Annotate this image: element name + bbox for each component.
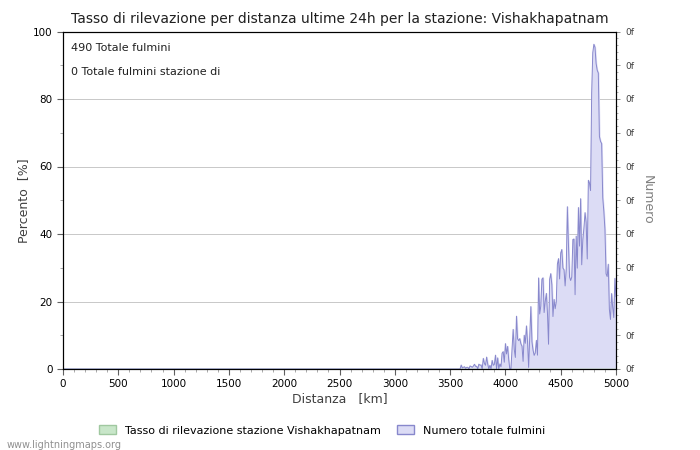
Y-axis label: Numero: Numero [640,176,654,225]
Title: Tasso di rilevazione per distanza ultime 24h per la stazione: Vishakhapatnam: Tasso di rilevazione per distanza ultime… [71,12,608,26]
Text: www.lightningmaps.org: www.lightningmaps.org [7,440,122,450]
Text: 490 Totale fulmini: 490 Totale fulmini [71,43,171,53]
X-axis label: Distanza   [km]: Distanza [km] [292,392,387,405]
Y-axis label: Percento  [%]: Percento [%] [18,158,30,243]
Text: 0 Totale fulmini stazione di: 0 Totale fulmini stazione di [71,67,220,77]
Legend: Tasso di rilevazione stazione Vishakhapatnam, Numero totale fulmini: Tasso di rilevazione stazione Vishakhapa… [94,421,550,440]
